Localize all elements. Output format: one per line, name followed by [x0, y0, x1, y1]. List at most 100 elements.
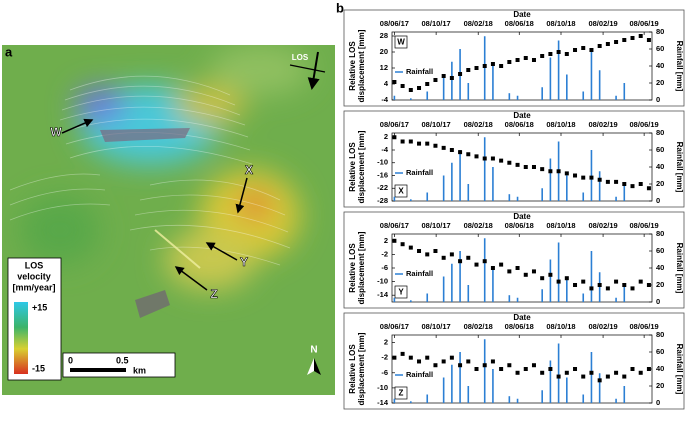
- x-tick-label: 08/10/17: [422, 221, 451, 230]
- point: [548, 52, 553, 56]
- point: [548, 169, 553, 174]
- los-label: LOS: [292, 53, 309, 62]
- rain-bar: [549, 360, 552, 403]
- point: [556, 374, 561, 379]
- panel-label: a: [5, 44, 13, 59]
- rain-bar: [615, 196, 617, 201]
- point: [507, 363, 512, 368]
- point: [540, 167, 545, 172]
- arrow: [61, 118, 94, 134]
- legend-label: Rainfall: [406, 168, 433, 177]
- rain-bar: [566, 276, 568, 302]
- arrow: [205, 242, 238, 261]
- rain-bar: [492, 268, 494, 302]
- rain-bar: [566, 377, 568, 403]
- point: [614, 40, 619, 44]
- point: [597, 378, 602, 383]
- point: [589, 175, 594, 180]
- rain-bar: [508, 295, 511, 302]
- point: [417, 141, 422, 146]
- rain-bar: [492, 167, 494, 201]
- point: [499, 158, 504, 163]
- rain-bar: [442, 276, 445, 302]
- point: [531, 269, 536, 274]
- point: [622, 38, 627, 42]
- scale-unit: km: [133, 365, 146, 375]
- point: [564, 52, 569, 56]
- point: [499, 262, 504, 267]
- rain-bar: [598, 373, 601, 403]
- chart-label-box: [394, 184, 408, 198]
- point: [425, 141, 430, 146]
- point: [392, 355, 397, 360]
- x-tick-label: 08/06/18: [505, 120, 534, 129]
- rain-bar: [459, 251, 461, 302]
- y2-tick-label: 40: [656, 263, 664, 272]
- point: [458, 363, 463, 368]
- point: [441, 145, 446, 150]
- rain-bar: [615, 398, 617, 403]
- point: [449, 252, 454, 257]
- y-tick-label: -6: [381, 368, 388, 377]
- y2-axis-label: Rainfall [mm]: [675, 243, 684, 294]
- rain-bar: [582, 192, 585, 201]
- rain-bar: [590, 352, 593, 403]
- point: [605, 179, 610, 184]
- y2-tick-label: 60: [656, 246, 664, 255]
- colorbar-label: +15: [32, 302, 47, 312]
- y-tick-label: -4: [381, 145, 388, 154]
- point: [400, 242, 405, 247]
- point: [646, 186, 651, 191]
- x-tick-label: 08/06/19: [630, 19, 659, 28]
- rain-bar: [483, 36, 486, 100]
- y2-tick-label: 20: [656, 78, 664, 87]
- point: [408, 88, 413, 92]
- point: [581, 279, 586, 284]
- point: [614, 179, 619, 184]
- rain-bar: [516, 297, 519, 302]
- point: [417, 86, 422, 90]
- axis-title: Date: [513, 10, 531, 19]
- y2-tick-label: 40: [656, 162, 664, 171]
- y-axis-label: Relative LOS: [348, 142, 357, 192]
- point: [482, 363, 487, 368]
- y-tick-label: -2: [381, 353, 388, 362]
- point: [400, 139, 405, 144]
- x-tick-label: 08/06/17: [380, 322, 409, 331]
- rain-bar: [557, 343, 560, 403]
- chart-label-box: [394, 386, 408, 400]
- y2-tick-label: 60: [656, 44, 664, 53]
- x-tick-label: 08/10/17: [422, 120, 451, 129]
- rain-bar: [541, 87, 543, 100]
- rain-bar: [508, 194, 511, 201]
- x-tick-label: 08/02/18: [464, 322, 493, 331]
- rain-bar: [598, 70, 601, 100]
- point-label: Y: [240, 255, 248, 269]
- rain-bar: [410, 98, 412, 100]
- x-tick-label: 08/06/17: [380, 221, 409, 230]
- point: [523, 56, 528, 60]
- point: [474, 66, 479, 70]
- point: [458, 259, 463, 264]
- point: [515, 266, 520, 270]
- point-label: W: [50, 125, 62, 139]
- x-tick-label: 08/10/18: [546, 322, 575, 331]
- x-tick-label: 08/06/18: [505, 19, 534, 28]
- x-tick-label: 08/10/17: [422, 322, 451, 331]
- point: [482, 259, 487, 264]
- x-tick-label: 08/02/19: [588, 19, 617, 28]
- y-tick-label: 2: [384, 338, 388, 347]
- point: [474, 367, 479, 371]
- chart-label: Z: [399, 389, 404, 398]
- point: [449, 355, 454, 360]
- point: [622, 374, 627, 379]
- point: [638, 279, 643, 284]
- point: [408, 355, 413, 360]
- y2-tick-label: 0: [656, 95, 660, 104]
- point: [622, 182, 627, 186]
- point: [614, 279, 619, 284]
- point: [417, 249, 422, 253]
- point: [425, 82, 430, 86]
